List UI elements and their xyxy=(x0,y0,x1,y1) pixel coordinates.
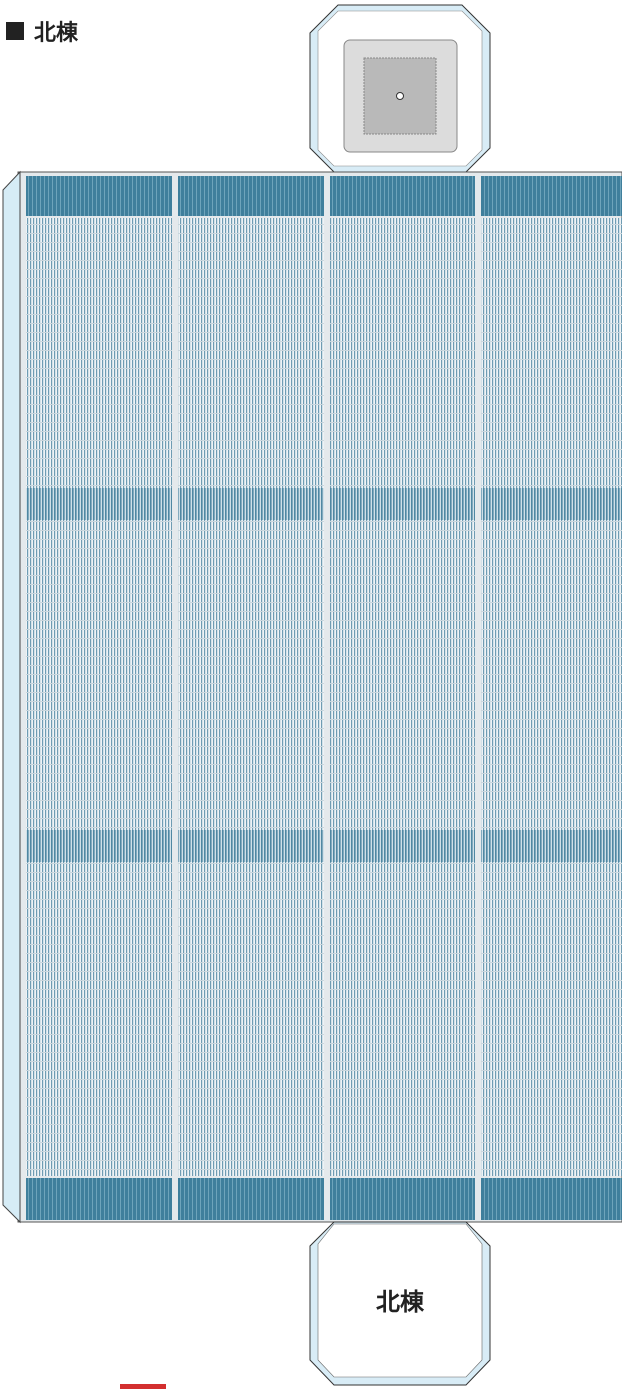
seat-blocks xyxy=(26,176,622,1220)
seats-dense xyxy=(481,488,622,520)
page: 北棟 xyxy=(0,0,622,1390)
front-band xyxy=(178,176,324,216)
seats xyxy=(481,218,622,1176)
seats-dense xyxy=(26,830,172,862)
stage-point xyxy=(397,93,404,100)
block-2 xyxy=(178,176,324,1220)
title-square xyxy=(6,22,24,40)
block-3 xyxy=(330,176,475,1220)
rear-band xyxy=(26,1178,172,1220)
seats xyxy=(26,218,172,1176)
front-band xyxy=(330,176,475,216)
seats-dense xyxy=(330,488,475,520)
seats xyxy=(330,218,475,1176)
block-1 xyxy=(26,176,172,1220)
front-band xyxy=(26,176,172,216)
rear-band xyxy=(330,1178,475,1220)
left-aisle xyxy=(3,172,20,1222)
seats-dense xyxy=(26,488,172,520)
title: 北棟 xyxy=(34,20,79,46)
seats-dense xyxy=(481,830,622,862)
front-band xyxy=(481,176,622,216)
seats-dense xyxy=(178,488,324,520)
block-4 xyxy=(481,176,622,1220)
floor-plan: 北棟 xyxy=(0,0,622,1390)
bottom-label: 北棟 xyxy=(376,1288,425,1316)
seats xyxy=(178,218,324,1176)
rear-band xyxy=(178,1178,324,1220)
rear-band xyxy=(481,1178,622,1220)
red-marker xyxy=(120,1384,166,1389)
seats-dense xyxy=(178,830,324,862)
seats-dense xyxy=(330,830,475,862)
